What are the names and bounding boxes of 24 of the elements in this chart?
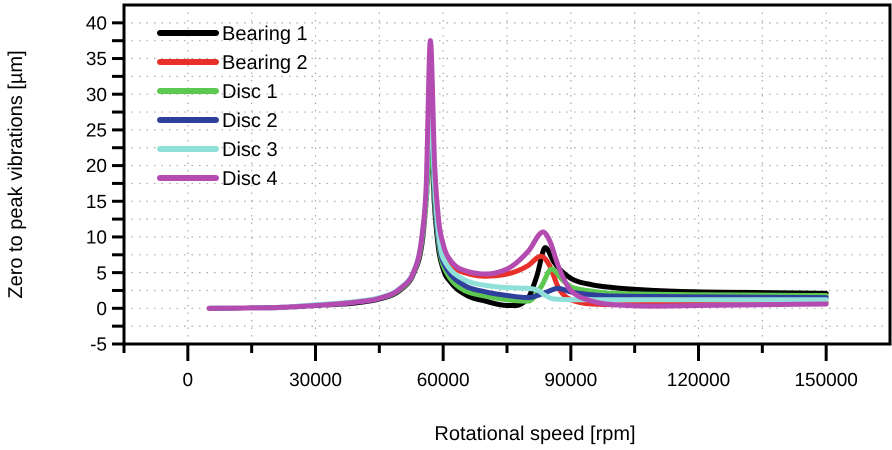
x-tick-label: 60000 bbox=[416, 370, 470, 391]
y-tick-label: 30 bbox=[86, 84, 107, 106]
legend-label: Disc 3 bbox=[222, 139, 278, 161]
legend-label: Disc 2 bbox=[222, 110, 278, 132]
y-tick-label: -5 bbox=[90, 334, 107, 356]
x-tick-label: 90000 bbox=[544, 370, 598, 391]
y-tick-label: 35 bbox=[86, 49, 107, 70]
x-tick-label: 120000 bbox=[666, 370, 730, 391]
x-axis-title: Rotational speed [rpm] bbox=[434, 423, 636, 445]
y-tick-label: 5 bbox=[96, 263, 107, 284]
legend-label: Disc 1 bbox=[222, 81, 278, 103]
y-tick-label: 25 bbox=[86, 120, 107, 142]
y-tick-label: 10 bbox=[86, 228, 107, 249]
legend-label: Disc 4 bbox=[222, 168, 278, 190]
y-tick-label: 40 bbox=[86, 13, 107, 34]
x-tick-label: 30000 bbox=[289, 370, 342, 391]
y-axis-title: Zero to peak vibrations [µm] bbox=[5, 50, 27, 299]
x-tick-label: 0 bbox=[182, 370, 194, 391]
x-tick-label: 150000 bbox=[794, 370, 858, 391]
y-tick-label: 0 bbox=[96, 298, 107, 320]
y-tick-label: 15 bbox=[86, 192, 107, 213]
legend-label: Bearing 1 bbox=[222, 23, 308, 45]
legend-label: Bearing 2 bbox=[222, 52, 308, 74]
y-tick-label: 20 bbox=[86, 156, 107, 178]
